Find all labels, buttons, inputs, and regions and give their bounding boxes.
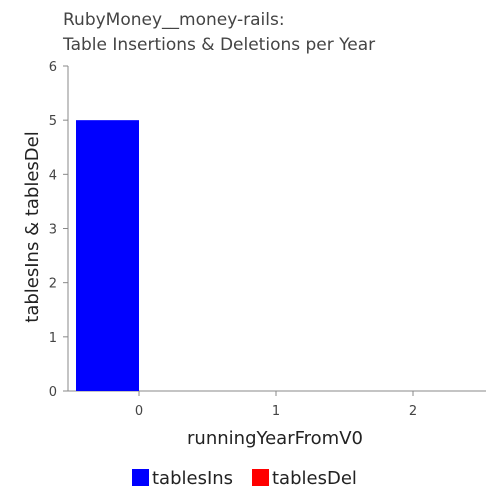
- y-ticks: 0 1 2 3 4 5 6: [49, 60, 68, 400]
- y-axis-label: tablesIns & tablesDel: [22, 131, 43, 322]
- y-tick-label: 5: [49, 114, 57, 129]
- y-tick-label: 1: [49, 331, 57, 346]
- x-tick-label: 0: [135, 404, 143, 419]
- y-tick-label: 4: [49, 168, 57, 183]
- y-tick-label: 0: [49, 385, 57, 400]
- bars: [76, 120, 139, 392]
- y-tick-label: 6: [49, 60, 57, 75]
- y-tick-label: 3: [49, 223, 57, 238]
- legend-swatch-tablesDel: [252, 469, 269, 486]
- legend-label-tablesDel: tablesDel: [272, 468, 357, 489]
- x-tick-label: 2: [409, 404, 417, 419]
- legend-label-tablesIns: tablesIns: [152, 468, 233, 489]
- x-axis-label: runningYearFromV0: [187, 428, 363, 449]
- legend: tablesIns tablesDel: [132, 468, 357, 489]
- legend-swatch-tablesIns: [132, 469, 149, 486]
- y-tick-label: 2: [49, 277, 57, 292]
- x-tick-label: 1: [272, 404, 280, 419]
- chart-subtitle: Table Insertions & Deletions per Year: [62, 35, 375, 55]
- plot-area: 0 1 2 3 4 5 6 0 1 2: [49, 60, 486, 419]
- chart-title: RubyMoney__money-rails:: [63, 10, 285, 30]
- bar-tablesIns-0: [76, 120, 139, 392]
- x-ticks: 0 1 2: [135, 391, 417, 419]
